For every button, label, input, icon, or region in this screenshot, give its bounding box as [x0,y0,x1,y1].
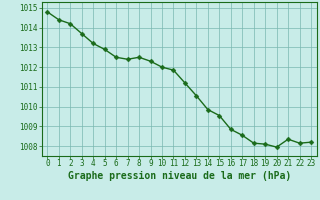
X-axis label: Graphe pression niveau de la mer (hPa): Graphe pression niveau de la mer (hPa) [68,171,291,181]
